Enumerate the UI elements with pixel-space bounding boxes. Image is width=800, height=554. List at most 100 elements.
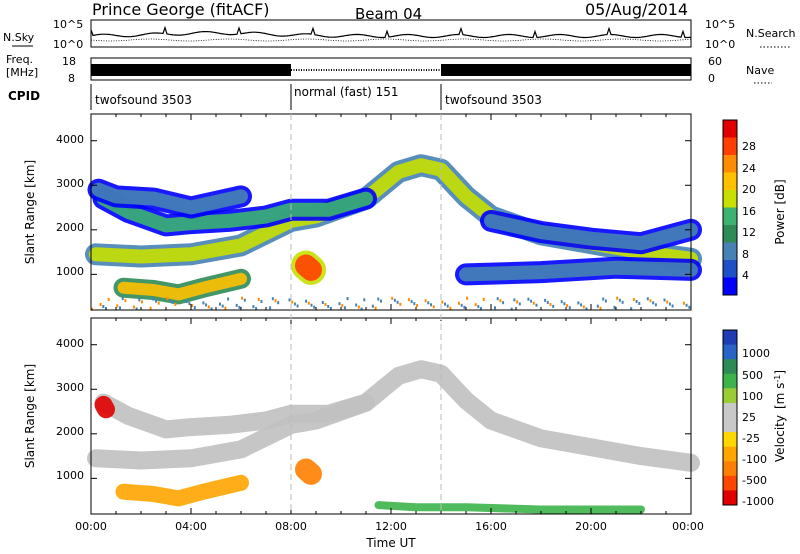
power-scatter-point <box>407 298 410 302</box>
power-scatter-point <box>116 304 119 308</box>
power-scatter-point <box>305 299 308 303</box>
freq-panel: Freq. [MHz] 18 8 60 0 Nave <box>6 53 774 85</box>
power-cbar-tick-20: 20 <box>742 183 756 196</box>
power-scatter-point <box>441 300 444 304</box>
noise-panel: N.Sky 10^5 10^0 10^5 10^0 N.Search <box>3 18 796 51</box>
power-scatter-point <box>138 298 141 302</box>
vel-cbar-tick-100: 100 <box>742 390 763 403</box>
power-band-hot-spot <box>295 254 322 281</box>
power-scatter-point <box>371 304 374 308</box>
power-scatter-point <box>502 301 505 305</box>
power-scatter-point <box>668 302 671 306</box>
vel-cbar-swatch <box>723 388 737 404</box>
power-colorbar: 28 24 20 16 12 8 4 Power [dB] <box>722 119 787 296</box>
power-scatter-point <box>582 305 585 309</box>
power-scatter-point <box>482 297 485 301</box>
power-scatter-point <box>252 305 255 309</box>
x-tick-3: 12:00 <box>375 520 407 533</box>
velocity-panel: 1000 2000 3000 4000 Slant Range [km] <box>23 317 700 515</box>
power-scatter-point <box>444 302 446 306</box>
power-cbar-swatch <box>723 260 737 278</box>
power-scatter-point <box>480 307 482 311</box>
power-scatter-point <box>271 297 274 301</box>
power-scatter-point <box>193 306 196 310</box>
power-scatter-point <box>616 296 619 300</box>
nsky-trace <box>90 25 692 39</box>
vel-cbar-tick-neg100: -100 <box>742 453 767 466</box>
nave-label: Nave <box>746 64 774 77</box>
power-scatter-point <box>288 298 291 302</box>
power-scatter-point <box>632 298 635 301</box>
power-scatter-point <box>224 306 227 310</box>
power-scatter-point <box>188 302 191 306</box>
vel-cbar-tick-neg25: -25 <box>742 432 760 445</box>
power-scatter-point <box>210 307 213 311</box>
vel-cbar-swatch <box>723 432 737 448</box>
power-scatter-point <box>99 303 102 306</box>
power-cbar-swatch <box>723 225 737 243</box>
power-scatter-point <box>363 298 366 302</box>
power-cbar-tick-24: 24 <box>742 162 756 175</box>
power-scatter-point <box>410 300 413 304</box>
nave-tick-high: 60 <box>708 55 722 68</box>
power-scatter-point <box>307 301 310 305</box>
vel-cbar-label-close: ] <box>773 370 787 375</box>
power-scatter-point <box>329 307 332 310</box>
beam-title: Beam 04 <box>355 5 422 23</box>
power-scatter-point <box>291 300 294 304</box>
power-scatter-point <box>535 303 538 307</box>
power-scatter-point <box>546 300 549 304</box>
power-scatter-point <box>530 299 533 303</box>
power-scatter-point <box>563 302 566 306</box>
power-scatter-point <box>613 305 616 309</box>
power-scatter-point <box>516 300 519 304</box>
power-scatter-point <box>171 300 174 304</box>
velocity-band-upper-arc <box>94 393 375 439</box>
power-scatter-point <box>374 306 377 310</box>
vel-cbar-swatch <box>723 373 737 389</box>
power-scatter-point <box>566 304 569 308</box>
power-scatter-point <box>152 297 155 301</box>
power-scatter-point <box>646 297 649 301</box>
power-scatter-point <box>360 307 363 311</box>
power-scatter-point <box>207 305 210 309</box>
noise-tick-low-left: 10^0 <box>53 38 83 51</box>
power-scatter-point <box>621 300 624 304</box>
power-scatter-point <box>124 299 127 303</box>
power-scatter-point <box>169 298 171 302</box>
power-scatter-point <box>599 306 602 310</box>
power-scatter-point <box>346 297 349 301</box>
x-axis-label: Time UT <box>365 536 416 550</box>
cpid-strip: CPID twofsound 3503 normal (fast) 151 tw… <box>8 84 542 110</box>
station-title: Prince George (fitACF) <box>92 0 270 19</box>
vel-cbar-label-name: Velocity <box>773 415 787 462</box>
nave-tick-low: 0 <box>708 72 715 85</box>
vel-cbar-label-unit: [m s <box>773 383 787 409</box>
x-tick-6: 00:00 <box>672 520 704 533</box>
power-scatter-point <box>666 300 669 304</box>
power-scatter-point <box>149 306 152 310</box>
velocity-colorbar: 1000 500 100 25 -25 -100 -500 -1000 Velo… <box>722 329 787 508</box>
power-band-upper-arc <box>96 191 373 233</box>
power-scatter-point <box>399 302 402 306</box>
noise-tick-low-right: 10^0 <box>705 38 735 51</box>
power-scatter-point <box>427 301 430 305</box>
power-scatter-point <box>260 300 263 303</box>
power-cbar-label: Power [dB] <box>773 179 787 244</box>
power-band-lower-right-band <box>459 260 698 282</box>
power-y-tick-3000: 3000 <box>56 177 84 190</box>
power-scatter-point <box>635 300 638 303</box>
power-scatter-point <box>324 303 327 306</box>
vel-cbar-tick-500: 500 <box>742 369 763 382</box>
power-scatter-point <box>241 296 244 300</box>
x-tick-0: 00:00 <box>75 520 107 533</box>
power-scatter-point <box>652 301 655 305</box>
power-cbar-swatch <box>723 277 737 296</box>
power-cbar-swatch <box>723 137 737 156</box>
x-tick-2: 08:00 <box>275 520 307 533</box>
power-scatter-point <box>327 305 330 308</box>
power-cbar-tick-12: 12 <box>742 226 756 239</box>
power-cbar-swatch <box>723 242 737 261</box>
velocity-heatmap <box>87 360 700 514</box>
